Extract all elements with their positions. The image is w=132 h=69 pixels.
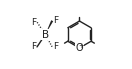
Polygon shape bbox=[45, 20, 53, 34]
Text: F: F bbox=[31, 18, 36, 27]
Text: B: B bbox=[42, 30, 49, 39]
Text: F: F bbox=[53, 42, 58, 51]
Text: F: F bbox=[31, 42, 36, 51]
Text: F: F bbox=[53, 16, 58, 25]
Text: O: O bbox=[76, 43, 83, 53]
Text: +: + bbox=[79, 43, 85, 49]
